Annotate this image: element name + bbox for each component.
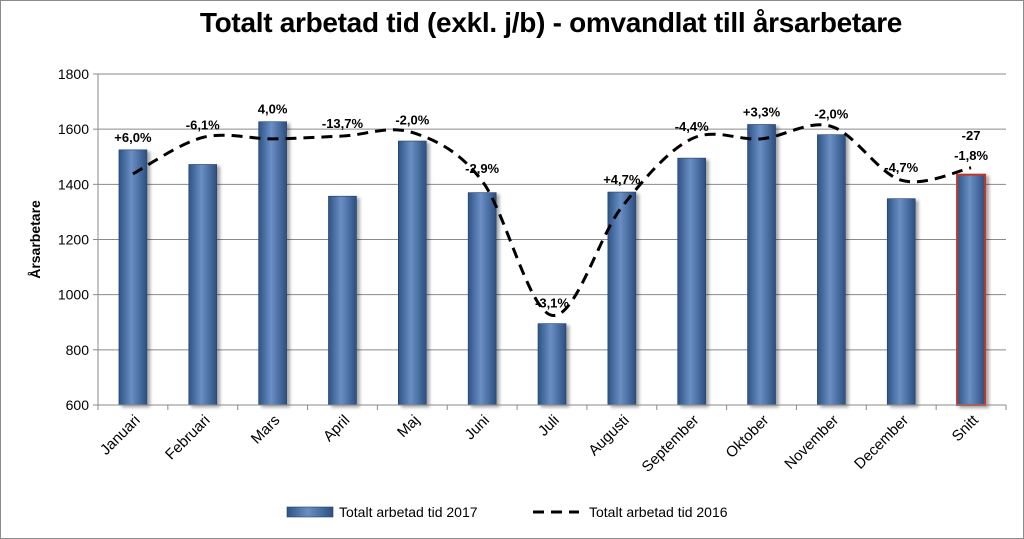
x-tick-label-juli: Juli [535,412,563,440]
bar-april [328,195,357,406]
legend-swatch-bar [286,506,334,518]
labels-layer: +6,0% -6,1% 4,0% -13,7% -2,0% -2,9% -3,1% +4,7%… [114,102,988,311]
data-label-snitt: -1,8% [954,148,988,163]
y-axis-label: Årsarbetare [27,200,43,279]
bar-juni [467,192,497,406]
data-label-maj: -2,0% [395,112,429,127]
data-label-januari: +6,0% [114,130,152,145]
y-tick-label: 800 [66,342,90,358]
data-label-augusti: +4,7% [603,172,641,187]
x-tick-label-augusti: Augusti [585,412,632,459]
line-layer [132,123,972,317]
bar-juli [537,323,567,406]
data-label-juli: -3,1% [535,295,569,310]
legend-layer: Totalt arbetad tid 2017 Totalt arbetad ti… [286,504,728,520]
x-tick-label-november: November [781,412,842,473]
x-tick-label-september: September [639,412,703,476]
data-label-april: -13,7% [322,116,364,131]
x-tick-label-april: April [320,412,353,445]
x-tick-label-juni: Juni [461,412,492,443]
y-tick-label: 1400 [58,176,89,192]
data-label-mars: 4,0% [258,102,288,117]
chart-title: Totalt arbetad tid (exkl. j/b) - omvandl… [199,7,903,38]
bar-snitt [956,173,987,406]
y-tick-label: 1800 [58,66,89,82]
data-label-november: -2,0% [814,106,848,121]
bar-november [817,134,846,406]
bars-layer [118,121,987,406]
bar-mars [258,121,287,406]
x-tick-label-december: December [851,412,912,473]
x-tick-label-februari: Februari [162,412,214,464]
x-tick-label-oktober: Oktober [723,412,773,462]
bar-oktober [747,124,776,406]
bar-februari [188,164,218,406]
x-tick-label-snitt: Snitt [949,411,983,445]
bar-september [677,157,706,406]
data-label-juni: -2,9% [465,161,499,176]
legend-label-2016: Totalt arbetad tid 2016 [589,504,728,520]
data-label-september: -4,4% [675,119,709,134]
bar-december [886,198,916,406]
axis-layer: 600 800 1000 1200 1400 1600 1800 Årsarbetare Jan… [27,66,1007,476]
x-tick-label-maj: Maj [394,412,423,441]
bar-maj [398,140,427,406]
data-label-oktober: +3,3% [743,104,781,119]
y-tick-label: 1200 [58,232,89,248]
data-label-februari: -6,1% [186,117,220,132]
bar-augusti [607,191,637,406]
y-tick-label: 600 [66,397,90,413]
bar-januari [118,149,148,406]
y-tick-label: 1600 [58,121,89,137]
y-tick-label: 1000 [58,287,89,303]
data-label-december: -4,7% [884,160,918,175]
legend-label-2017: Totalt arbetad tid 2017 [339,504,478,520]
snitt-difference-label: -27 [962,128,981,143]
x-tick-label-mars: Mars [248,412,284,448]
x-tick-label-januari: Januari [97,412,144,459]
